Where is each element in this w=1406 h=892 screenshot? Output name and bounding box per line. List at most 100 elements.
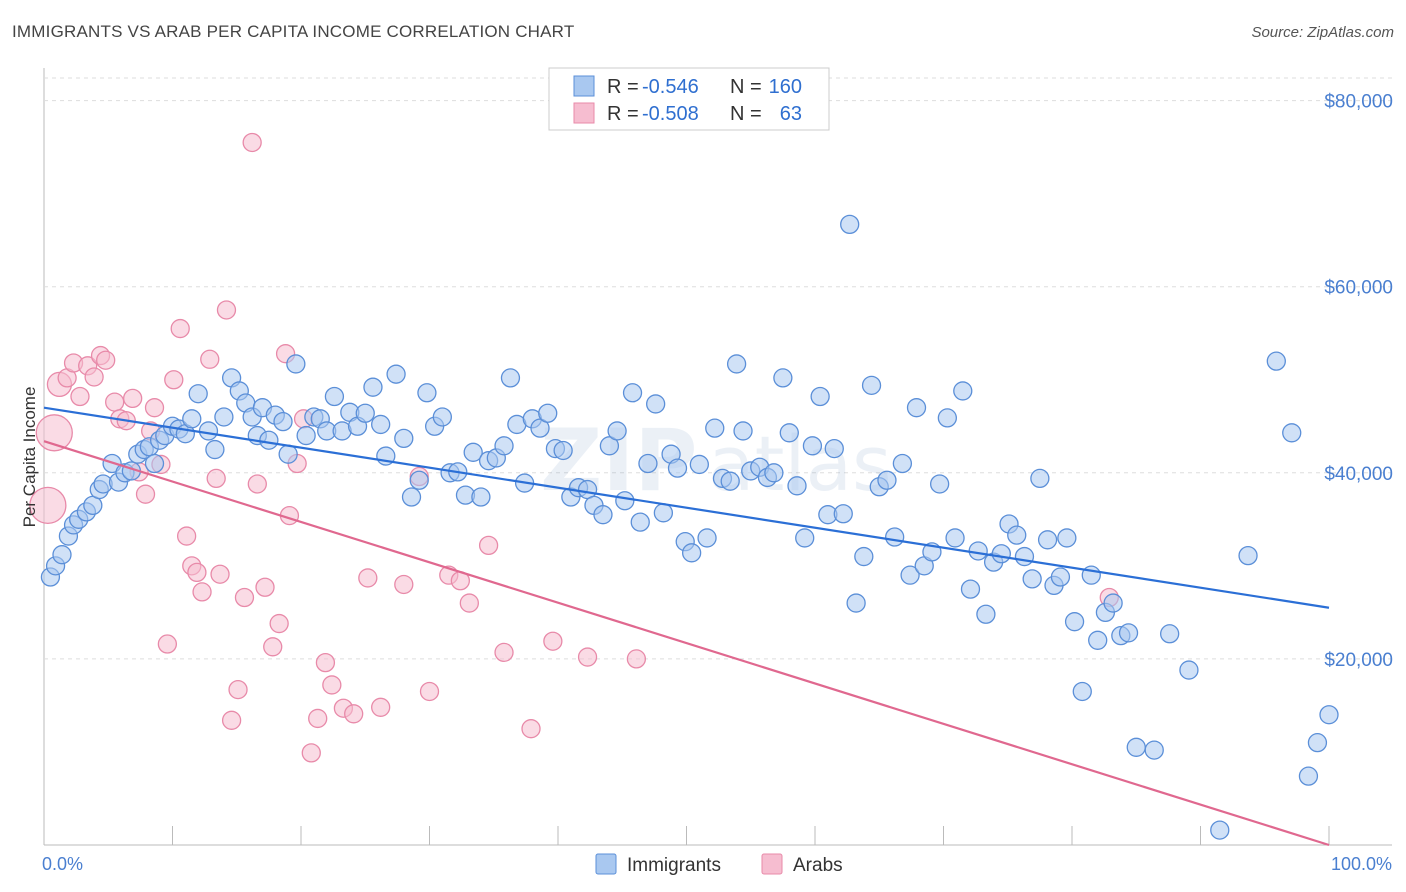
data-point-immigrants (1022, 569, 1042, 589)
data-point-immigrants (1266, 351, 1286, 371)
data-point-immigrants (787, 476, 807, 496)
data-point-immigrants (1057, 528, 1077, 548)
data-point-immigrants (705, 418, 725, 438)
data-point-immigrants (182, 409, 202, 429)
data-point-immigrants (638, 453, 658, 474)
data-point-immigrants (622, 383, 643, 403)
data-point-arabs (135, 484, 156, 504)
data-point-arabs (29, 486, 67, 525)
data-point-immigrants (615, 491, 635, 511)
data-point-immigrants (273, 411, 293, 432)
gridlines (44, 77, 1392, 660)
data-point-arabs (164, 370, 184, 390)
data-point-immigrants (885, 527, 905, 547)
data-point-arabs (394, 574, 414, 595)
data-point-immigrants (1210, 820, 1230, 840)
data-point-immigrants (1088, 630, 1108, 650)
data-point-immigrants (394, 428, 414, 449)
data-point-arabs (459, 593, 479, 613)
data-point-arabs (200, 349, 220, 369)
data-point-immigrants (802, 436, 823, 456)
stats-legend-n-value: 160 (769, 76, 802, 98)
data-point-arabs (105, 392, 125, 412)
data-point-immigrants (371, 414, 391, 435)
data-point-arabs (228, 679, 248, 700)
data-point-immigrants (1007, 525, 1027, 545)
data-point-immigrants (733, 421, 753, 441)
stats-legend-n-value: 63 (780, 103, 802, 125)
data-point-immigrants (900, 565, 920, 585)
data-point-immigrants (538, 403, 558, 423)
data-point-immigrants (593, 505, 613, 525)
data-point-arabs (371, 697, 391, 717)
data-point-arabs (301, 743, 321, 763)
data-point-arabs (210, 564, 230, 584)
data-point-immigrants (386, 364, 406, 384)
x-tick-label-max: 100.0% (1331, 854, 1392, 874)
data-point-immigrants (530, 418, 550, 438)
data-point-arabs (192, 582, 212, 602)
data-point-immigrants (795, 528, 815, 548)
data-point-immigrants (363, 377, 383, 397)
data-point-immigrants (861, 375, 882, 395)
data-point-immigrants (1319, 705, 1339, 725)
stats-legend-box (548, 67, 830, 131)
stats-legend-n-label: N = (730, 103, 762, 125)
data-point-immigrants (779, 423, 799, 443)
data-point-arabs (344, 704, 364, 724)
data-point-immigrants (1030, 468, 1050, 489)
data-point-immigrants (991, 544, 1011, 564)
data-point-arabs (358, 568, 378, 588)
data-point-immigrants (960, 579, 981, 599)
data-point-immigrants (401, 487, 422, 507)
data-point-immigrants (432, 407, 453, 427)
stats-legend-swatch-arabs (573, 102, 595, 124)
data-point-immigrants (1064, 612, 1085, 632)
data-point-arabs (263, 637, 283, 657)
data-point-arabs (144, 398, 165, 418)
data-point-immigrants (1238, 545, 1258, 566)
data-point-arabs (170, 318, 190, 339)
data-point-immigrants (653, 503, 674, 523)
stats-legend-r-value: -0.546 (642, 76, 699, 98)
data-point-arabs (84, 367, 104, 387)
y-axis-label: Per Capita Income (20, 387, 39, 528)
legend-label-immigrants: Immigrants (627, 855, 721, 876)
data-point-immigrants (630, 512, 650, 532)
data-point-immigrants (840, 214, 860, 235)
data-point-immigrants (324, 386, 345, 407)
data-point-arabs (234, 587, 255, 608)
y-tick-label: $80,000 (1324, 92, 1393, 113)
data-point-arabs (308, 708, 328, 729)
data-point-immigrants (1298, 766, 1319, 786)
data-point-arabs (187, 562, 207, 583)
data-point-arabs (216, 300, 237, 320)
data-point-immigrants (810, 386, 830, 407)
data-point-immigrants (198, 421, 219, 441)
data-point-arabs (478, 535, 499, 556)
stats-legend-r-value: -0.508 (642, 103, 699, 125)
data-point-immigrants (937, 408, 958, 428)
data-point-immigrants (494, 436, 514, 456)
data-point-immigrants (1103, 593, 1123, 613)
data-point-immigrants (144, 453, 165, 474)
data-point-immigrants (52, 545, 72, 565)
data-point-arabs (123, 388, 143, 409)
data-point-arabs (157, 634, 178, 654)
data-point-immigrants (1037, 530, 1058, 550)
data-point-immigrants (846, 593, 866, 613)
legend-swatch-arabs (761, 853, 783, 875)
data-point-arabs (221, 710, 242, 730)
data-point-immigrants (1014, 546, 1035, 567)
legend-swatch-immigrants (595, 853, 617, 875)
data-point-immigrants (553, 440, 573, 461)
y-tick-label: $20,000 (1324, 650, 1393, 671)
data-point-arabs (577, 647, 598, 667)
data-point-arabs (315, 652, 336, 673)
data-point-immigrants (968, 541, 988, 561)
data-point-arabs (322, 675, 342, 695)
series-legend: Immigrants Arabs (595, 853, 843, 876)
y-tick-label: $60,000 (1324, 278, 1393, 299)
x-axis-ticks (172, 826, 1330, 845)
data-point-arabs (255, 577, 275, 597)
